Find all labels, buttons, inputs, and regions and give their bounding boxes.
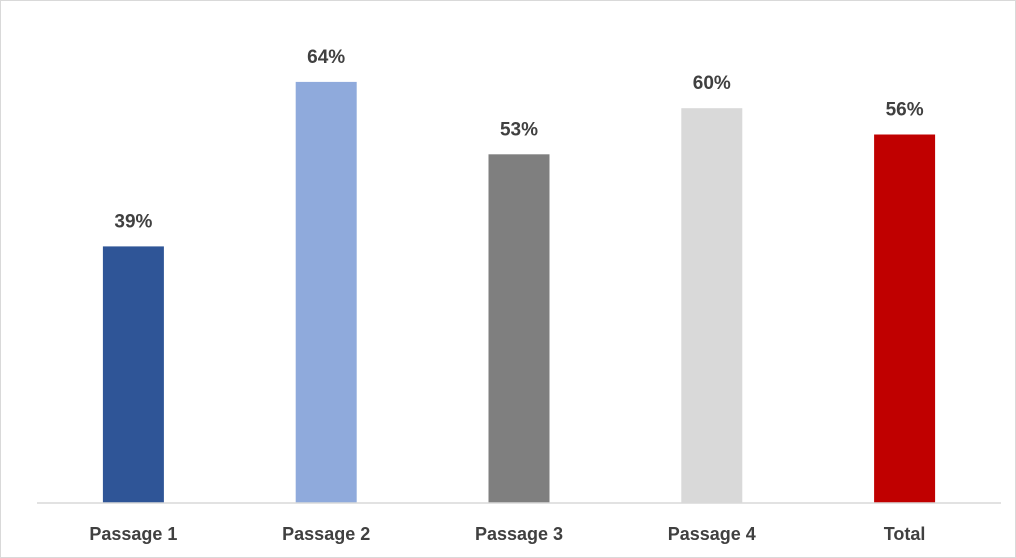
value-label-total: 56% bbox=[886, 100, 924, 121]
bar-passage-1 bbox=[102, 246, 164, 503]
value-label-passage-2: 64% bbox=[307, 47, 345, 68]
x-tick-label-passage-4: Passage 4 bbox=[668, 524, 756, 544]
value-labels-layer: 39% 64% 53% 60% 56% bbox=[114, 47, 924, 232]
x-tick-label-passage-1: Passage 1 bbox=[89, 524, 177, 544]
bar-total bbox=[874, 134, 936, 503]
bar-passage-2 bbox=[295, 81, 357, 504]
x-tick-label-passage-3: Passage 3 bbox=[475, 524, 563, 544]
x-tick-label-passage-2: Passage 2 bbox=[282, 524, 370, 544]
value-label-passage-1: 39% bbox=[114, 211, 152, 232]
bar-passage-4 bbox=[681, 108, 743, 503]
value-label-passage-3: 53% bbox=[500, 119, 538, 140]
value-label-passage-4: 60% bbox=[693, 73, 731, 94]
x-tick-labels-layer: Passage 1 Passage 2 Passage 3 Passage 4 Tota… bbox=[89, 524, 925, 544]
bar-passage-3 bbox=[488, 154, 550, 504]
x-tick-label-total: Total bbox=[884, 524, 926, 544]
bars-layer bbox=[102, 81, 936, 504]
